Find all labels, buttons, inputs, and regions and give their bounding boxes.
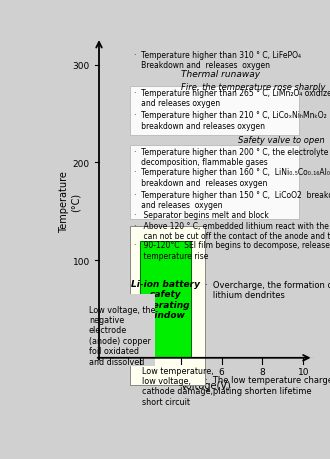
Text: Safety valve to open: Safety valve to open bbox=[238, 136, 324, 145]
Bar bbox=[140, 241, 191, 358]
Text: Fire, the temperature rose sharply: Fire, the temperature rose sharply bbox=[181, 83, 325, 92]
Text: ·  Temperature higher than 200 ° C, the electrolyte
   decomposition, flammable : · Temperature higher than 200 ° C, the e… bbox=[134, 147, 328, 167]
Text: ·  Overcharge, the formation of
   lithium dendrites: · Overcharge, the formation of lithium d… bbox=[205, 280, 330, 299]
Text: Li-ion battery
safety
operating
window: Li-ion battery safety operating window bbox=[131, 280, 200, 319]
Text: ·  Temperature higher than 265 ° C, LiMn₂O₄ oxidized
   and releases oxygen: · Temperature higher than 265 ° C, LiMn₂… bbox=[134, 89, 330, 108]
Text: ·  Temperature higher than 150 ° C,  LiCoO2  breakdown
   and releases  oxygen: · Temperature higher than 150 ° C, LiCoO… bbox=[134, 190, 330, 210]
Text: ·   Above 120 ° C, embedded lithium react with the electrolyte, SEI
    can not : · Above 120 ° C, embedded lithium react … bbox=[134, 221, 330, 241]
Text: Thermal runaway: Thermal runaway bbox=[181, 70, 260, 79]
Text: ·   90-120°C  SEI film begins to decompose, release heat, the
    temperature ri: · 90-120°C SEI film begins to decompose,… bbox=[134, 241, 330, 260]
X-axis label: Voltage(V): Voltage(V) bbox=[181, 380, 232, 390]
Text: Low temperature,
low voltage,
cathode damage,
short circuit: Low temperature, low voltage, cathode da… bbox=[142, 366, 214, 406]
Text: ·   Separator begins melt and block: · Separator begins melt and block bbox=[134, 211, 269, 220]
Text: Low voltage, the
negative
electrode
(anode) copper
foil oxidated
and dissolved: Low voltage, the negative electrode (ano… bbox=[89, 295, 155, 366]
Bar bbox=[130, 226, 205, 386]
Text: ·  The low temperature charge, Lithium
   plating shorten lifetime: · The low temperature charge, Lithium pl… bbox=[205, 375, 330, 395]
Bar bbox=[130, 146, 299, 219]
Text: ·  Temperature higher than 160 ° C,  LiNi₀.₅Co₀.₁₆Al₀.₀₅O₂
   breakdown and  rel: · Temperature higher than 160 ° C, LiNi₀… bbox=[134, 168, 330, 187]
Y-axis label: Temperature
(°C): Temperature (°C) bbox=[59, 171, 81, 233]
Text: ·  Temperature higher than 310 ° C, LiFePO₄
   Breakdown and  releases  oxygen: · Temperature higher than 310 ° C, LiFeP… bbox=[134, 51, 301, 70]
Text: ·  Temperature higher than 210 ° C, LiCoₓNiₕMnₖO₂
   breakdown and releases oxyg: · Temperature higher than 210 ° C, LiCoₓ… bbox=[134, 111, 326, 131]
Bar bbox=[130, 87, 299, 136]
